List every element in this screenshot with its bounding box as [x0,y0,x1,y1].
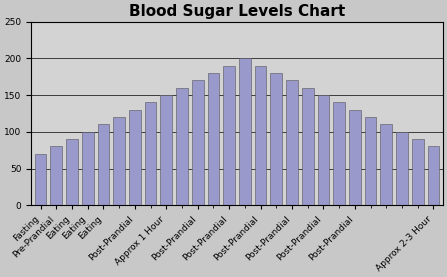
Bar [145,102,156,205]
Bar [333,102,345,205]
Bar [270,73,282,205]
Bar [427,147,439,205]
Bar [35,154,46,205]
Bar [223,66,235,205]
Bar [317,95,329,205]
Bar [302,88,314,205]
Bar [51,147,62,205]
Bar [239,58,251,205]
Bar [129,110,141,205]
Bar [82,132,93,205]
Bar [412,139,424,205]
Bar [160,95,172,205]
Bar [97,124,110,205]
Bar [286,80,298,205]
Bar [66,139,78,205]
Bar [380,124,392,205]
Title: Blood Sugar Levels Chart: Blood Sugar Levels Chart [129,4,345,19]
Bar [396,132,408,205]
Bar [207,73,219,205]
Bar [113,117,125,205]
Bar [176,88,188,205]
Bar [365,117,376,205]
Bar [192,80,203,205]
Bar [349,110,361,205]
Bar [255,66,266,205]
